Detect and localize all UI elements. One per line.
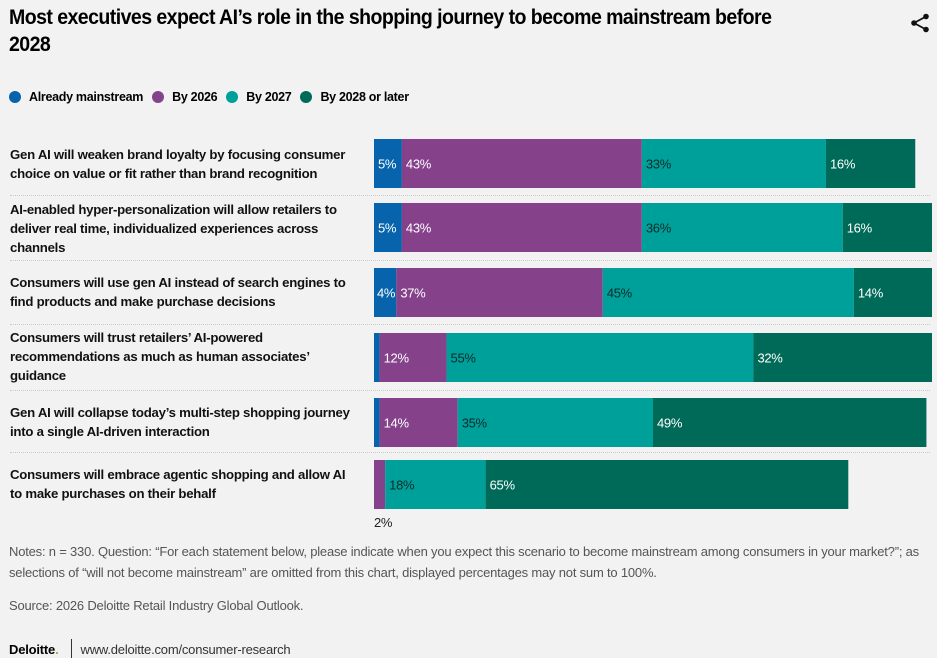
- data-label: 65%: [490, 478, 516, 493]
- bar-segment: [457, 398, 653, 447]
- category-label-line: Consumers will trust retailers’ AI-power…: [10, 330, 263, 345]
- bar-segment: [825, 139, 916, 188]
- chart-notes: Notes: n = 330. Question: “For each stat…: [9, 544, 919, 580]
- bar-segment: [641, 203, 843, 252]
- data-label: 45%: [607, 286, 633, 301]
- category-label-line: find products and make purchase decision…: [10, 294, 276, 309]
- footer-url-link[interactable]: www.deloitte.com/consumer-research: [80, 641, 291, 657]
- row-divider: [10, 390, 930, 391]
- category-label-line: Consumers will embrace agentic shopping …: [10, 467, 346, 482]
- data-label: 37%: [400, 286, 426, 301]
- category-label-line: Gen AI will collapse today’s multi-step …: [10, 405, 350, 420]
- category-label: Gen AI will weaken brand loyalty by focu…: [10, 145, 365, 183]
- bar-segment: [401, 203, 642, 252]
- brand-name: Deloitte: [9, 641, 56, 657]
- bar-segment: [753, 333, 932, 382]
- footer: Deloitte. www.deloitte.com/consumer-rese…: [9, 639, 291, 658]
- bar-segment: [374, 139, 402, 188]
- data-label: 33%: [646, 157, 672, 172]
- data-label: 35%: [462, 416, 488, 431]
- bar-segment: [374, 268, 397, 317]
- footer-divider: [70, 639, 72, 658]
- data-label: 55%: [451, 351, 477, 366]
- category-label: Gen AI will collapse today’s multi-step …: [10, 403, 365, 441]
- bar-segment: [653, 398, 927, 447]
- stacked-bar-chart: 5% 43% 33% 16% 5% 43% 36% 16% 4% 37% 45% 14% 12% 55% 3…: [374, 139, 932, 530]
- legend-swatch-icon: [152, 91, 165, 103]
- bar-segment: [446, 333, 754, 382]
- row-divider: [10, 260, 930, 261]
- category-label-line: guidance: [10, 368, 66, 383]
- category-label-line: to make purchases on their behalf: [10, 486, 216, 501]
- category-label: Consumers will embrace agentic shopping …: [10, 465, 365, 503]
- legend-label: By 2027: [246, 90, 292, 104]
- data-label: 32%: [757, 351, 783, 366]
- bar-segment: [374, 333, 380, 382]
- legend-label: Already mainstream: [29, 90, 144, 104]
- bar-segment: [385, 460, 486, 509]
- category-label-line: channels: [10, 240, 66, 255]
- legend-item-1: By 2026: [152, 90, 218, 104]
- data-label: 5%: [378, 157, 397, 172]
- bar-row: 4% 37% 45% 14%: [374, 268, 932, 317]
- data-label: 43%: [406, 157, 432, 172]
- category-label-line: deliver real time, individualized experi…: [10, 221, 319, 236]
- bar-segment: [401, 139, 642, 188]
- deloitte-logo: Deloitte.: [9, 642, 59, 657]
- data-label: 4%: [377, 286, 396, 301]
- chart-source: Source: 2026 Deloitte Retail Industry Gl…: [9, 598, 304, 613]
- bar-row: 5% 43% 33% 16%: [374, 139, 916, 188]
- data-label: 49%: [657, 416, 683, 431]
- category-label: Consumers will use gen AI instead of sea…: [10, 273, 365, 311]
- data-label: 5%: [378, 221, 397, 236]
- bar-segment: [374, 460, 386, 509]
- bar-segment: [641, 139, 826, 188]
- bar-segment: [853, 268, 932, 317]
- bar-segment: [379, 398, 458, 447]
- row-divider: [10, 324, 930, 325]
- legend-label: By 2026: [172, 90, 218, 104]
- data-label: 12%: [384, 351, 410, 366]
- data-label: 43%: [406, 221, 432, 236]
- category-label-line: into a single AI-driven interaction: [10, 424, 210, 439]
- bar-segment: [842, 203, 932, 252]
- data-label-outside: 2%: [374, 515, 393, 530]
- category-label: AI-enabled hyper-personalization will al…: [10, 200, 365, 257]
- legend-swatch-icon: [9, 91, 21, 103]
- share-icon[interactable]: [909, 12, 931, 34]
- data-label: 18%: [389, 478, 415, 493]
- legend-item-0: Already mainstream: [9, 90, 143, 104]
- legend-swatch-icon: [300, 91, 313, 103]
- legend-item-3: By 2028 or later: [300, 90, 409, 104]
- bar-row: 14% 35% 49%: [374, 398, 927, 447]
- bar-row: 18% 65%: [374, 460, 849, 509]
- category-label-line: Consumers will use gen AI instead of sea…: [10, 275, 346, 290]
- row-divider: [10, 195, 930, 196]
- category-label-line: Gen AI will weaken brand loyalty by focu…: [10, 147, 346, 162]
- bar-segment: [485, 460, 849, 509]
- chart-title: Most executives expect AI’s role in the …: [9, 6, 772, 56]
- category-label-line: AI-enabled hyper-personalization will al…: [10, 202, 337, 217]
- data-label: 14%: [384, 416, 410, 431]
- data-label: 16%: [830, 157, 856, 172]
- bar-segment: [379, 333, 447, 382]
- brand-dot: .: [55, 641, 59, 657]
- legend-swatch-icon: [226, 91, 239, 103]
- chart-legend: Already mainstream By 2026 By 2027 By 2028 …: [9, 90, 418, 104]
- legend-label: By 2028 or later: [320, 90, 409, 104]
- bar-segment: [602, 268, 854, 317]
- row-divider: [10, 452, 930, 453]
- data-label: 36%: [646, 221, 672, 236]
- data-label: 14%: [858, 286, 884, 301]
- category-label-line: choice on value or fit rather than brand…: [10, 166, 318, 181]
- bar-segment: [374, 203, 402, 252]
- category-label: Consumers will trust retailers’ AI-power…: [10, 328, 365, 385]
- legend-item-2: By 2027: [226, 90, 292, 104]
- bar-row: 5% 43% 36% 16%: [374, 203, 932, 252]
- category-label-line: recommendations as much as human associa…: [10, 349, 310, 364]
- bar-segment: [374, 398, 380, 447]
- bar-segment: [396, 268, 603, 317]
- data-label: 16%: [847, 221, 873, 236]
- bar-row: 12% 55% 32%: [374, 333, 932, 382]
